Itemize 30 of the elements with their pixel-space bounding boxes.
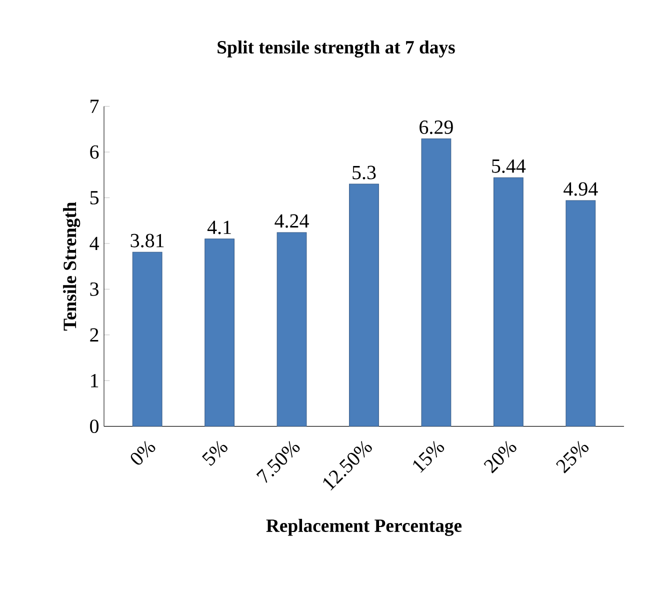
y-tick-label: 0	[90, 420, 99, 434]
bar	[204, 238, 234, 426]
x-tick-label: 25%	[556, 440, 589, 474]
x-tick-label: 5%	[202, 440, 228, 466]
data-label: 4.24	[274, 214, 309, 228]
data-label: 3.81	[130, 234, 164, 248]
y-axis-title: Tensile Strength	[63, 202, 80, 331]
data-label: 4.94	[564, 182, 598, 196]
y-tick-label: 4	[90, 236, 99, 250]
bar	[349, 184, 379, 426]
y-tick-label: 3	[90, 282, 99, 296]
data-label: 6.29	[420, 120, 453, 134]
x-axis-title: Replacement Percentage	[266, 518, 462, 536]
data-label: 5.3	[352, 166, 376, 180]
chart-title: Split tensile strength at 7 days	[218, 40, 455, 58]
x-tick-label: 15%	[413, 440, 444, 473]
data-label: 5.44	[492, 159, 526, 173]
bar	[566, 200, 596, 426]
y-tick-label: 2	[90, 328, 98, 342]
bar	[276, 232, 307, 426]
bar	[132, 252, 162, 426]
y-tick-label: 1	[91, 374, 98, 388]
x-tick-label: 0%	[130, 440, 156, 465]
y-tick-label: 5	[90, 191, 99, 204]
data-label: 4.1	[207, 220, 231, 234]
y-tick-label: 7	[90, 100, 99, 113]
y-tick-label: 6	[90, 145, 99, 159]
bar	[421, 138, 452, 426]
bar	[494, 177, 524, 426]
x-tick-label: 20%	[484, 440, 516, 474]
